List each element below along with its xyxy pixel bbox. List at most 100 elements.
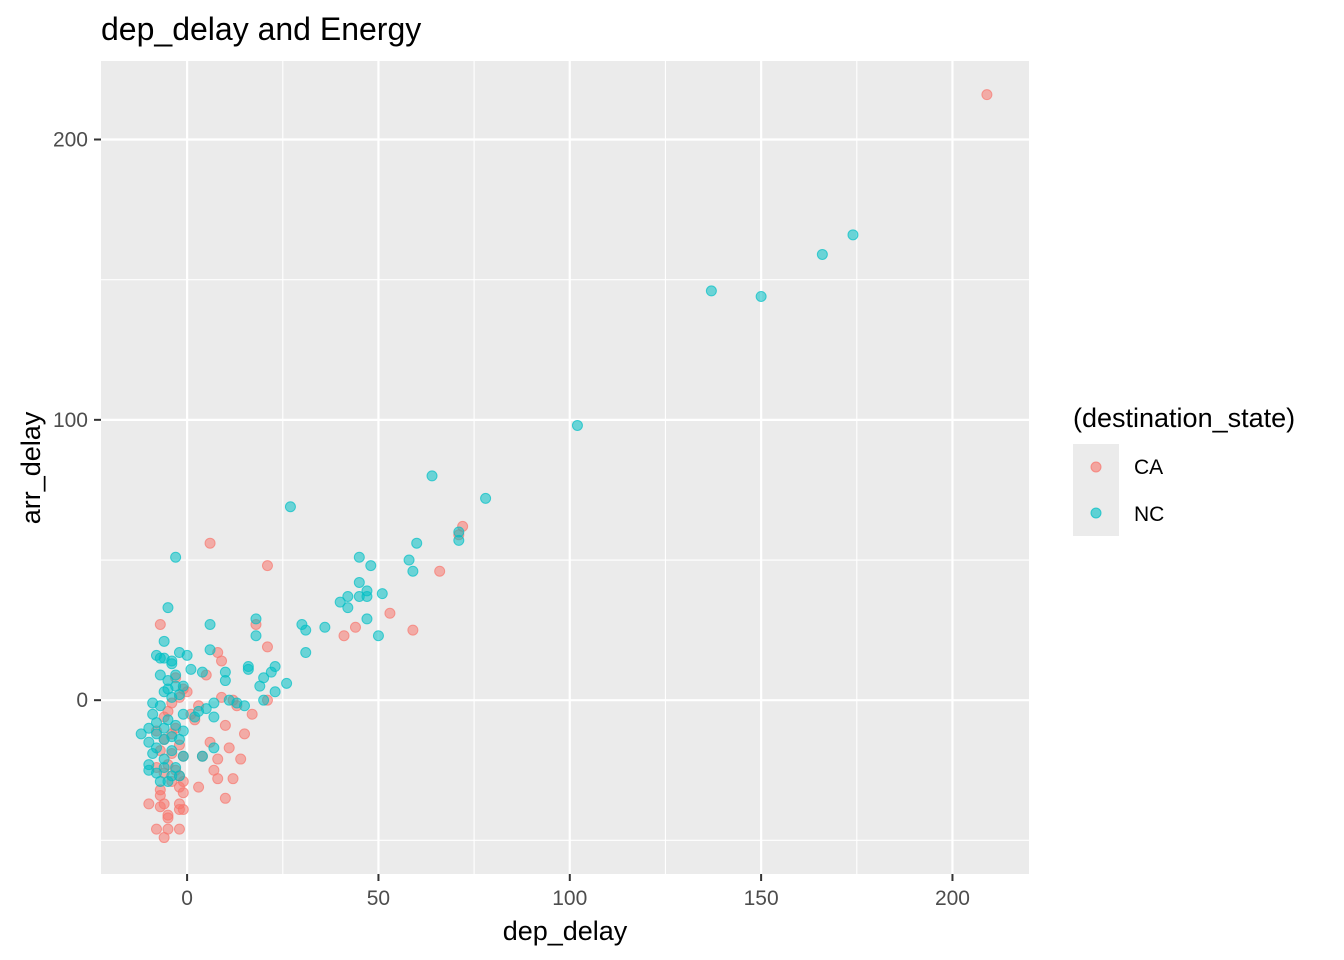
point-nc — [219, 675, 231, 687]
point-ca — [154, 618, 166, 630]
x-axis: 0 50 100 150 200 — [181, 874, 970, 910]
point-nc — [158, 733, 170, 745]
point-nc — [154, 669, 166, 681]
point-ca — [239, 728, 251, 740]
point-nc — [154, 700, 166, 712]
point-ca — [219, 719, 231, 731]
point-nc — [150, 728, 162, 740]
y-axis-title: arr_delay — [16, 411, 46, 524]
legend-item-ca: CA — [1073, 444, 1163, 490]
point-ca — [173, 823, 185, 835]
point-nc — [162, 775, 174, 787]
point-ca — [219, 792, 231, 804]
point-nc — [376, 588, 388, 600]
grid-minor — [101, 61, 1029, 874]
point-nc — [407, 565, 419, 577]
point-nc — [208, 742, 220, 754]
point-nc — [342, 602, 354, 614]
point-nc — [300, 647, 312, 659]
data-points — [135, 89, 993, 844]
point-nc — [342, 590, 354, 602]
point-nc — [269, 686, 281, 698]
x-tick-label: 150 — [744, 887, 779, 910]
point-nc — [571, 419, 583, 431]
point-ca — [177, 787, 189, 799]
point-nc — [158, 761, 170, 773]
point-nc — [208, 697, 220, 709]
point-nc — [705, 285, 717, 297]
point-nc — [147, 747, 159, 759]
point-nc — [258, 694, 270, 706]
point-nc — [403, 554, 415, 566]
point-ca — [158, 832, 170, 844]
point-nc — [166, 691, 178, 703]
point-nc — [208, 711, 220, 723]
point-nc — [158, 686, 170, 698]
point-nc — [353, 551, 365, 563]
point-nc — [143, 722, 155, 734]
point-nc — [411, 537, 423, 549]
y-axis: 0 100 200 — [53, 128, 101, 712]
point-nc — [250, 630, 262, 642]
point-ca — [173, 804, 185, 816]
point-ca — [434, 565, 446, 577]
point-ca — [261, 560, 273, 572]
legend-marker-ca — [1090, 461, 1102, 473]
y-tick-label: 200 — [53, 128, 88, 151]
point-nc — [284, 501, 296, 513]
point-nc — [170, 551, 182, 563]
point-nc — [239, 700, 251, 712]
point-nc — [426, 470, 438, 482]
point-nc — [173, 733, 185, 745]
point-nc — [361, 590, 373, 602]
grid-major — [101, 61, 1029, 874]
x-tick-label: 50 — [367, 887, 390, 910]
x-tick-label: 200 — [935, 887, 970, 910]
point-ca — [150, 823, 162, 835]
point-nc — [300, 624, 312, 636]
point-nc — [177, 750, 189, 762]
point-ca — [193, 781, 205, 793]
point-nc — [480, 492, 492, 504]
point-nc — [265, 666, 277, 678]
x-tick-label: 0 — [181, 887, 193, 910]
point-nc — [204, 618, 216, 630]
point-ca — [981, 89, 993, 101]
x-axis-title: dep_delay — [503, 916, 628, 946]
point-nc — [166, 658, 178, 670]
point-nc — [158, 722, 170, 734]
legend-title: (destination_state) — [1073, 403, 1295, 433]
point-nc — [162, 602, 174, 614]
point-ca — [223, 742, 235, 754]
legend-marker-nc — [1090, 507, 1102, 519]
point-nc — [189, 711, 201, 723]
point-nc — [453, 534, 465, 546]
legend: (destination_state) CA NC — [1073, 403, 1295, 536]
point-ca — [235, 753, 247, 765]
y-tick-label: 0 — [76, 689, 88, 712]
point-ca — [162, 812, 174, 824]
point-nc — [196, 666, 208, 678]
point-nc — [372, 630, 384, 642]
point-nc — [170, 719, 182, 731]
point-nc — [242, 663, 254, 675]
point-ca — [204, 537, 216, 549]
legend-item-nc: NC — [1073, 490, 1164, 536]
point-nc — [361, 613, 373, 625]
point-nc — [135, 728, 147, 740]
point-ca — [212, 773, 224, 785]
legend-label-ca: CA — [1134, 456, 1163, 479]
point-ca — [227, 773, 239, 785]
point-ca — [261, 641, 273, 653]
point-nc — [319, 621, 331, 633]
point-nc — [816, 248, 828, 260]
point-nc — [185, 663, 197, 675]
point-nc — [150, 717, 162, 729]
x-tick-label: 100 — [552, 887, 587, 910]
point-ca — [143, 798, 155, 810]
point-nc — [353, 576, 365, 588]
point-ca — [338, 630, 350, 642]
point-nc — [173, 770, 185, 782]
legend-label-nc: NC — [1134, 503, 1164, 526]
